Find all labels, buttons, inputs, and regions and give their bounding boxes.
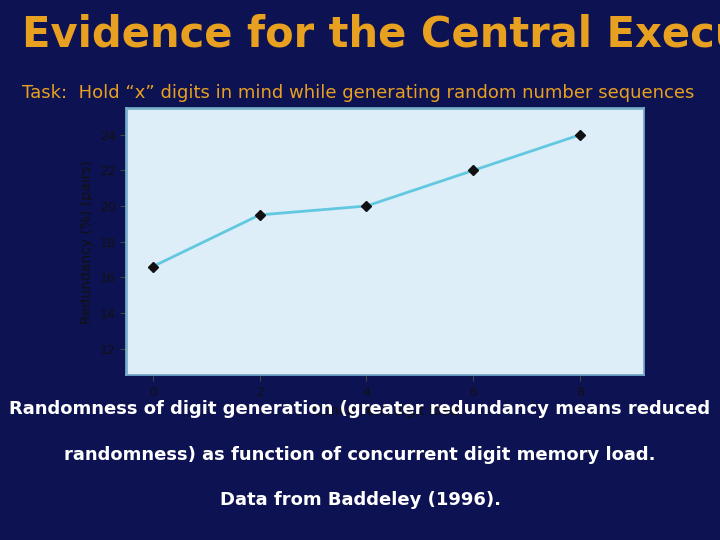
Text: Randomness of digit generation (greater redundancy means reduced: Randomness of digit generation (greater … xyxy=(9,400,711,417)
Text: Task:  Hold “x” digits in mind while generating random number sequences: Task: Hold “x” digits in mind while gene… xyxy=(22,84,694,102)
Text: randomness) as function of concurrent digit memory load.: randomness) as function of concurrent di… xyxy=(64,446,656,463)
Text: Evidence for the Central Executive: Evidence for the Central Executive xyxy=(22,14,720,56)
Text: Data from Baddeley (1996).: Data from Baddeley (1996). xyxy=(220,491,500,509)
Bar xyxy=(126,108,644,375)
Y-axis label: Redundancy (%) (pairs): Redundancy (%) (pairs) xyxy=(80,160,94,323)
X-axis label: Concurrent digit load: Concurrent digit load xyxy=(312,404,459,418)
